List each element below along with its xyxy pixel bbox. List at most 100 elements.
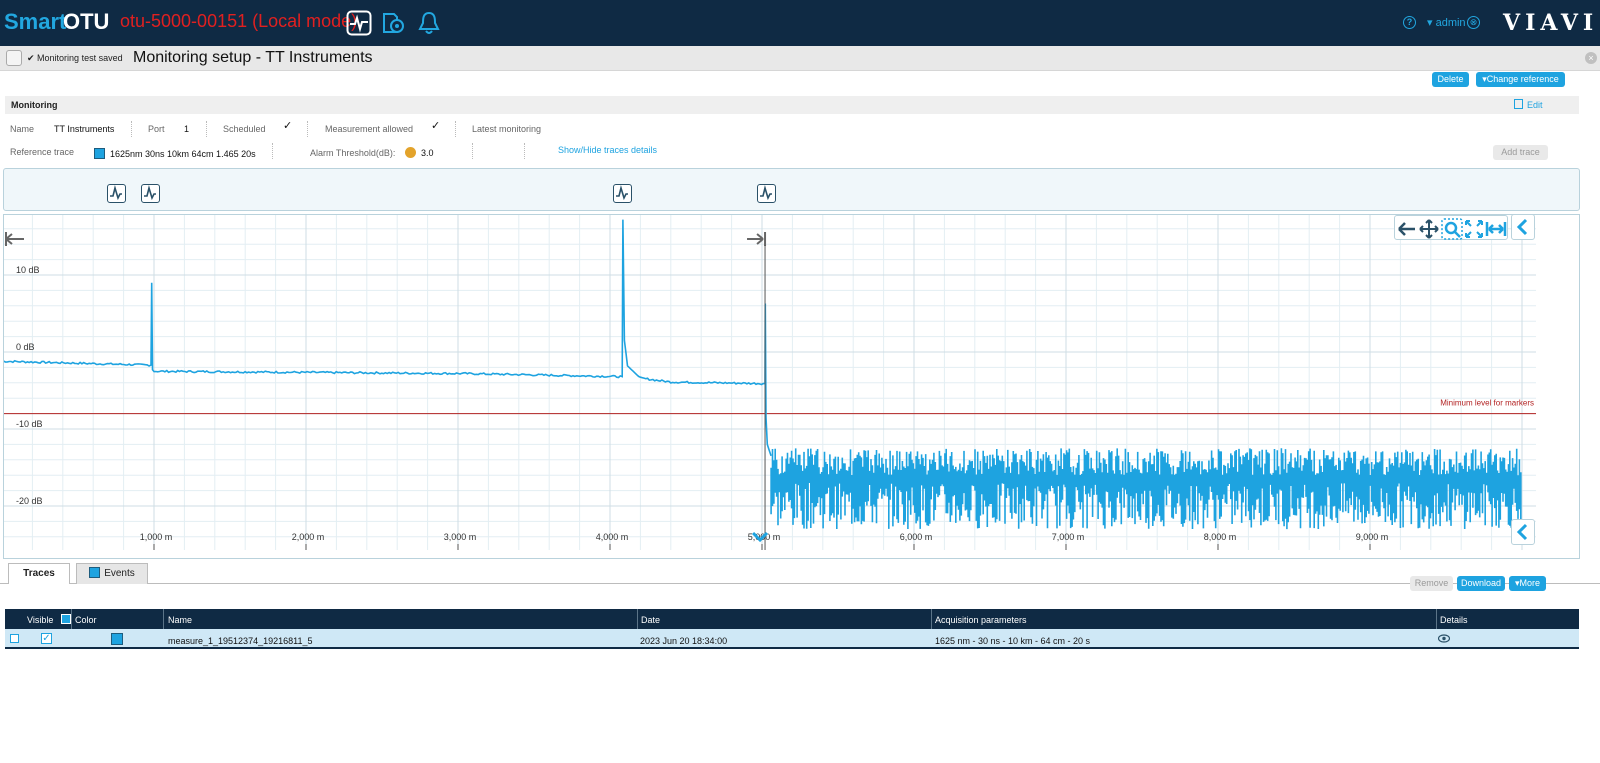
name-label: Name xyxy=(10,124,35,134)
otdr-trace-chart[interactable]: 10 dB 0 dB -10 dB -20 dB 1,000 m 2,000 m 3,000… xyxy=(3,214,1580,559)
monitoring-section-header: Monitoring Edit xyxy=(5,96,1579,114)
column-header-visible[interactable]: Visible xyxy=(27,615,54,625)
row-expand-icon[interactable] xyxy=(10,634,19,643)
measurement-allowed-label: Measurement allowed xyxy=(325,124,414,134)
tab-label: Traces xyxy=(23,568,55,579)
section-end-marker-icon xyxy=(747,232,767,246)
trace-acquisition: 1625 nm - 30 ns - 10 km - 64 cm - 20 s xyxy=(935,636,1091,646)
brand-logo-smart: Smart xyxy=(4,9,67,34)
x-tick-label: 6,000 m xyxy=(900,532,933,542)
column-header-acquisition[interactable]: Acquisition parameters xyxy=(935,615,1027,625)
scheduled-label: Scheduled xyxy=(223,124,266,134)
port-value: 1 xyxy=(184,124,190,134)
visible-all-toggle[interactable] xyxy=(61,614,71,624)
measurement-allowed-checkbox[interactable]: ✓ xyxy=(431,120,441,132)
x-tick-label: 9,000 m xyxy=(1356,532,1389,542)
column-separator xyxy=(1436,609,1437,629)
x-tick-label: 8,000 m xyxy=(1204,532,1237,542)
fullscreen-icon[interactable] xyxy=(1463,218,1485,240)
visible-checkbox[interactable]: ✓ xyxy=(41,633,52,644)
event-marker-icon[interactable] xyxy=(107,184,126,203)
alarm-bell-icon[interactable] xyxy=(416,10,442,36)
x-tick-label: 1,000 m xyxy=(140,532,173,542)
y-tick-label: -20 dB xyxy=(16,496,43,506)
section-start-marker-icon xyxy=(5,232,24,246)
separator xyxy=(131,121,132,137)
user-menu[interactable]: ▾ admin xyxy=(1427,17,1466,29)
chevron-left-icon xyxy=(1516,523,1528,541)
alarm-threshold-value: 3.0 xyxy=(421,148,434,158)
help-icon[interactable]: ? xyxy=(1403,16,1416,29)
events-color-swatch xyxy=(89,567,101,578)
column-header-color[interactable]: Color xyxy=(75,615,97,625)
x-tick-label: 4,000 m xyxy=(596,532,629,542)
logout-icon[interactable]: ⊗ xyxy=(1467,16,1480,29)
separator xyxy=(206,121,207,137)
column-separator xyxy=(931,609,932,629)
viavi-logo: VIAVI xyxy=(1503,10,1599,36)
column-header-name[interactable]: Name xyxy=(168,615,193,625)
port-label: Port xyxy=(148,124,165,134)
change-reference-button[interactable]: ▾Change reference xyxy=(1476,72,1565,87)
trace-name: measure_1_19512374_19216811_5 xyxy=(168,636,313,646)
saved-status-icon xyxy=(6,50,22,66)
y-tick-label: 0 dB xyxy=(16,342,35,352)
top-bar: Smart OTU otu-5000-00151 (Local mode) ? … xyxy=(0,0,1600,46)
trace-date: 2023 Jun 20 18:34:00 xyxy=(640,636,728,646)
scheduled-checkbox[interactable]: ✓ xyxy=(283,120,293,132)
column-header-details[interactable]: Details xyxy=(1440,615,1468,625)
edit-icon[interactable] xyxy=(1514,99,1523,109)
fit-width-icon[interactable] xyxy=(1485,218,1507,240)
add-trace-button[interactable]: Add trace xyxy=(1493,145,1548,160)
chevron-down-icon xyxy=(751,531,769,543)
latest-monitoring-label: Latest monitoring xyxy=(472,124,542,134)
close-icon[interactable]: × xyxy=(1585,52,1597,64)
delete-button[interactable]: Delete xyxy=(1432,72,1469,87)
page-title: Monitoring setup - TT Instruments xyxy=(133,49,373,66)
collapse-panel-button[interactable] xyxy=(1511,214,1535,240)
separator xyxy=(272,143,273,159)
threshold-label: Minimum level for markers xyxy=(1440,399,1534,408)
title-bar: ✔ Monitoring test saved Monitoring setup… xyxy=(0,46,1600,71)
device-name: otu-5000-00151 (Local mode) xyxy=(120,11,358,31)
chevron-left-icon xyxy=(1516,218,1528,236)
arrow-left-icon[interactable] xyxy=(1396,218,1418,240)
name-value: TT Instruments xyxy=(54,124,115,134)
separator xyxy=(472,143,473,159)
noise-floor xyxy=(770,448,1522,530)
chart-svg: 10 dB 0 dB -10 dB -20 dB 1,000 m 2,000 m 3,000… xyxy=(4,215,1536,550)
table-row[interactable]: ✓ measure_1_19512374_19216811_5 2023 Jun… xyxy=(5,629,1579,649)
trace-color-swatch[interactable] xyxy=(111,633,123,645)
zoom-icon[interactable] xyxy=(1441,218,1463,240)
column-separator xyxy=(71,609,72,629)
eye-icon[interactable] xyxy=(1438,634,1450,643)
download-button[interactable]: Download xyxy=(1457,576,1505,591)
monitoring-graph-icon[interactable] xyxy=(346,10,372,36)
threshold-edit-icon[interactable] xyxy=(405,147,416,158)
brand-logo-otu: OTU xyxy=(63,9,110,34)
event-marker-icon[interactable] xyxy=(613,184,632,203)
x-tick-label: 7,000 m xyxy=(1052,532,1085,542)
section-title: Monitoring xyxy=(11,100,58,110)
column-separator xyxy=(637,609,638,629)
alarm-threshold-label: Alarm Threshold(dB): xyxy=(310,148,396,158)
separator xyxy=(307,121,308,137)
edit-link[interactable]: Edit xyxy=(1527,100,1543,110)
collapse-bottom-button[interactable] xyxy=(1511,519,1535,545)
show-hide-traces-link[interactable]: Show/Hide traces details xyxy=(558,145,658,155)
event-marker-icon[interactable] xyxy=(141,184,160,203)
more-button[interactable]: ▾More xyxy=(1509,576,1546,591)
remove-button[interactable]: Remove xyxy=(1410,576,1453,591)
tab-traces[interactable]: Traces xyxy=(8,563,70,584)
separator xyxy=(455,121,456,137)
tab-events[interactable]: Events xyxy=(76,563,148,584)
event-marker-icon[interactable] xyxy=(757,184,776,203)
column-header-date[interactable]: Date xyxy=(641,615,661,625)
separator xyxy=(524,143,525,159)
settings-gear-icon[interactable] xyxy=(381,10,407,36)
save-status-message: ✔ Monitoring test saved xyxy=(27,53,123,63)
x-tick-label: 2,000 m xyxy=(292,532,325,542)
pan-icon[interactable] xyxy=(1418,218,1440,240)
x-tick-label: 3,000 m xyxy=(444,532,477,542)
trace-line xyxy=(4,219,772,457)
